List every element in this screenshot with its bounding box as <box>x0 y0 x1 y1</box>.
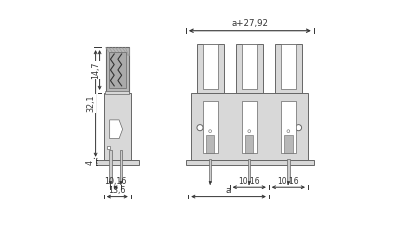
Bar <box>186 160 314 165</box>
Bar <box>206 135 214 153</box>
Text: 10,16: 10,16 <box>278 177 299 185</box>
Bar <box>96 160 139 165</box>
Bar <box>287 159 290 182</box>
Text: 14,7: 14,7 <box>91 61 100 79</box>
Text: 13,6: 13,6 <box>109 186 126 195</box>
Bar <box>202 101 218 153</box>
Bar <box>104 93 131 160</box>
Text: 4: 4 <box>86 160 95 165</box>
Bar <box>202 44 218 89</box>
Circle shape <box>296 125 302 131</box>
Polygon shape <box>120 181 122 185</box>
Bar <box>106 47 129 93</box>
Circle shape <box>197 125 203 131</box>
Text: 10,16: 10,16 <box>238 177 260 185</box>
Polygon shape <box>248 181 250 185</box>
Text: a: a <box>226 186 231 195</box>
Bar <box>197 44 224 93</box>
Text: 10,16: 10,16 <box>104 177 127 185</box>
Bar <box>109 150 112 182</box>
Bar <box>242 101 257 153</box>
Bar <box>108 52 126 88</box>
Bar <box>191 93 308 160</box>
Circle shape <box>209 130 212 133</box>
Bar <box>281 101 296 153</box>
Bar <box>242 44 257 89</box>
Polygon shape <box>109 181 112 185</box>
Bar <box>209 159 211 182</box>
Polygon shape <box>209 181 211 185</box>
Bar <box>245 135 254 153</box>
Text: 32,1: 32,1 <box>86 95 95 112</box>
Polygon shape <box>110 120 122 139</box>
Bar <box>236 44 263 93</box>
Bar <box>248 159 250 182</box>
Bar <box>120 150 122 182</box>
Text: a+27,92: a+27,92 <box>231 19 268 28</box>
Bar <box>107 146 110 149</box>
Circle shape <box>248 130 251 133</box>
Bar <box>284 135 292 153</box>
Circle shape <box>287 130 290 133</box>
Bar <box>275 44 302 93</box>
Bar <box>105 91 130 94</box>
Polygon shape <box>287 181 290 185</box>
Bar <box>281 44 296 89</box>
